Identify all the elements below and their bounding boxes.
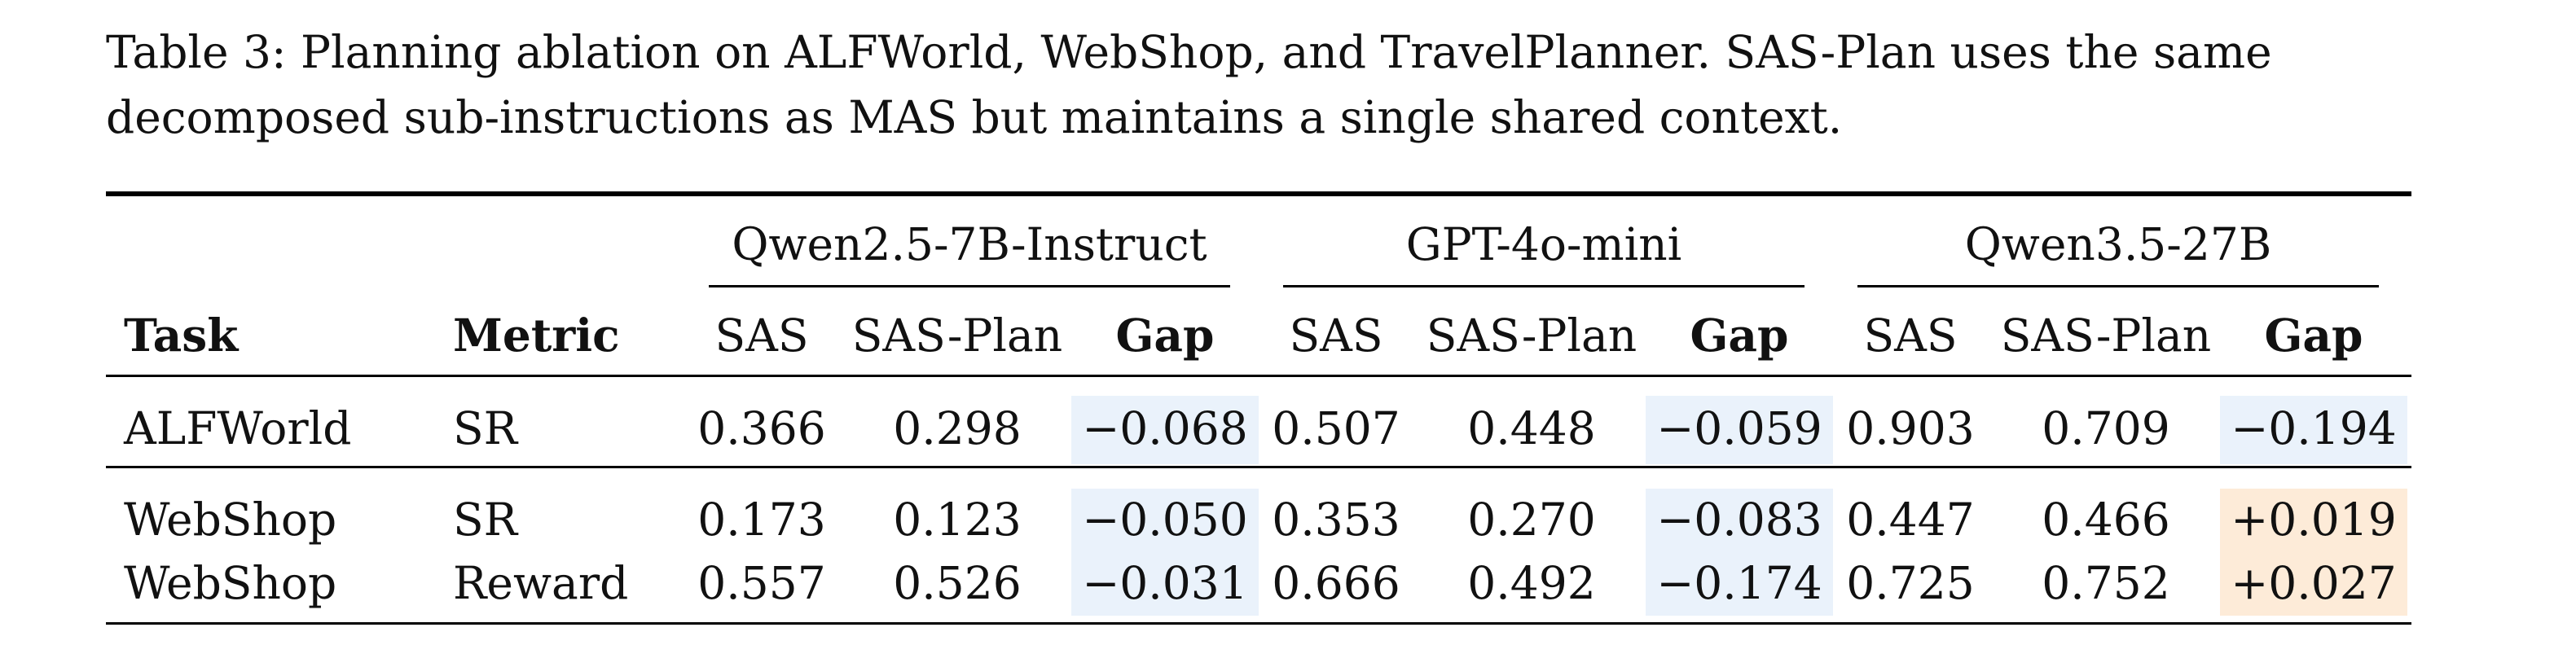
cell-gap: −0.031 xyxy=(1082,557,1248,609)
table-section-rule xyxy=(106,466,2411,468)
cell-value: 0.298 xyxy=(893,402,1022,454)
group-header-gpt4omini: GPT-4o-mini xyxy=(1405,218,1682,270)
cell-value: 0.492 xyxy=(1467,557,1596,609)
cell-value: 0.666 xyxy=(1272,557,1400,609)
header-gap: Gap xyxy=(2264,309,2363,362)
header-metric: Metric xyxy=(453,309,620,362)
row-metric: Reward xyxy=(453,557,629,609)
row-task: WebShop xyxy=(124,494,337,546)
cell-value: 0.270 xyxy=(1467,494,1596,546)
cell-value: 0.752 xyxy=(2042,557,2170,609)
cell-value: 0.725 xyxy=(1846,557,1975,609)
group-header-qwen35: Qwen3.5-27B xyxy=(1964,218,2272,270)
table-header-rule xyxy=(106,375,2411,377)
header-sas: SAS xyxy=(1289,309,1383,362)
cell-value: 0.466 xyxy=(2042,494,2170,546)
header-gap: Gap xyxy=(1115,309,1215,362)
cell-gap: −0.194 xyxy=(2231,402,2397,454)
cell-gap: −0.059 xyxy=(1656,402,1822,454)
table-top-rule xyxy=(106,191,2411,196)
row-metric: SR xyxy=(453,402,518,454)
header-gap: Gap xyxy=(1690,309,1789,362)
header-sas-plan: SAS-Plan xyxy=(2000,309,2212,362)
group-header-qwen25: Qwen2.5-7B-Instruct xyxy=(732,218,1207,270)
cell-gap: −0.083 xyxy=(1656,494,1822,546)
table-caption: Table 3: Planning ablation on ALFWorld, … xyxy=(106,26,2272,143)
group-rule-gpt4omini xyxy=(1283,285,1805,287)
row-task: WebShop xyxy=(124,557,337,609)
cell-value: 0.366 xyxy=(697,402,826,454)
header-task: Task xyxy=(124,309,239,362)
gap-highlight xyxy=(1071,554,1259,616)
cell-gap: +0.019 xyxy=(2231,494,2397,546)
group-rule-qwen35 xyxy=(1857,285,2379,287)
cell-value: 0.448 xyxy=(1467,402,1596,454)
header-sas-plan: SAS-Plan xyxy=(1426,309,1637,362)
cell-gap: −0.068 xyxy=(1082,402,1248,454)
header-sas: SAS xyxy=(1863,309,1958,362)
group-rule-qwen25 xyxy=(709,285,1230,287)
cell-gap: +0.027 xyxy=(2231,557,2397,609)
cell-value: 0.447 xyxy=(1846,494,1975,546)
gap-highlight xyxy=(1646,396,1833,464)
cell-value: 0.903 xyxy=(1846,402,1975,454)
gap-highlight xyxy=(1646,489,1833,554)
cell-gap: −0.174 xyxy=(1656,557,1822,609)
cell-gap: −0.050 xyxy=(1082,494,1248,546)
header-sas: SAS xyxy=(714,309,809,362)
cell-value: 0.507 xyxy=(1272,402,1400,454)
table-section-rule xyxy=(106,622,2411,625)
header-sas-plan: SAS-Plan xyxy=(851,309,1063,362)
cell-value: 0.123 xyxy=(893,494,1022,546)
cell-value: 0.173 xyxy=(697,494,826,546)
cell-value: 0.353 xyxy=(1272,494,1400,546)
cell-value: 0.557 xyxy=(697,557,826,609)
gap-highlight xyxy=(2220,396,2407,464)
row-task: ALFWorld xyxy=(124,402,352,454)
gap-highlight xyxy=(1646,554,1833,616)
gap-highlight xyxy=(2220,554,2407,616)
gap-highlight xyxy=(1071,489,1259,554)
cell-value: 0.526 xyxy=(893,557,1022,609)
cell-value: 0.709 xyxy=(2042,402,2170,454)
gap-highlight xyxy=(1071,396,1259,464)
gap-highlight xyxy=(2220,489,2407,554)
row-metric: SR xyxy=(453,494,518,546)
